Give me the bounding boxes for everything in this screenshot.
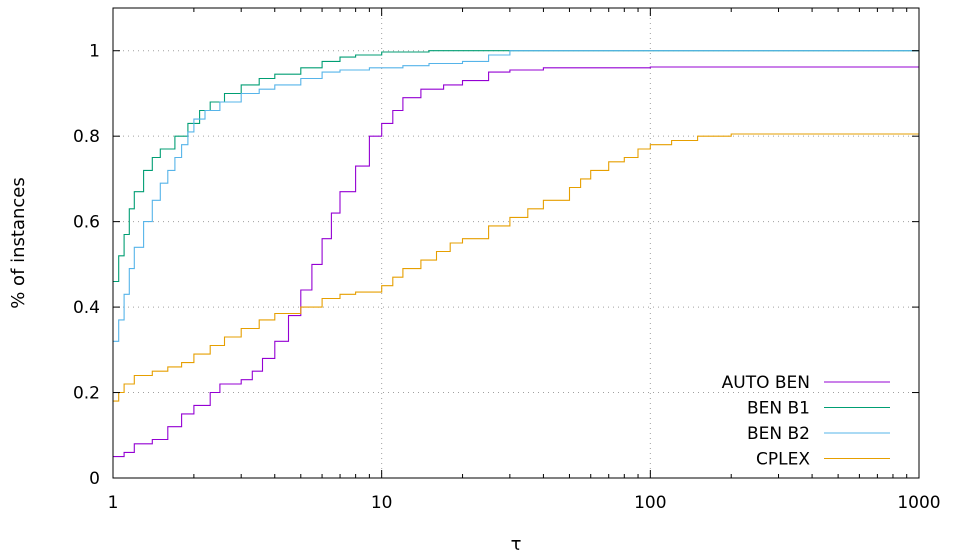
y-tick-label: 0.2 [73,384,100,404]
series-line-ben-b1 [113,50,919,283]
legend-label: AUTO BEN [722,373,810,393]
grid-lines [113,8,919,478]
series-line-ben-b2 [113,50,919,342]
legend-label: BEN B1 [747,399,810,419]
y-tick-label: 0 [89,469,100,489]
axes: 0 0.2 0.4 0.6 0.8 1 1 10 100 1000 [73,8,941,513]
legend: AUTO BEN BEN B1 BEN B2 CPLEX [722,373,890,470]
series-lines [113,50,919,458]
x-tick-label: 1000 [897,493,940,513]
x-axis-title: τ [511,534,522,555]
y-tick-label: 1 [89,42,100,62]
plot-frame [112,7,920,479]
x-tick-label: 100 [634,493,666,513]
series-line-cplex [113,133,919,402]
y-tick-label: 0.4 [73,298,100,318]
series-line-auto-ben [113,66,919,458]
x-tick-label: 10 [371,493,393,513]
y-axis-title: % of instances [8,177,29,309]
y-tick-label: 0.6 [73,213,100,233]
legend-label: BEN B2 [747,424,810,444]
x-tick-label: 1 [108,493,119,513]
y-tick-label: 0.8 [73,127,100,147]
legend-label: CPLEX [756,450,810,470]
